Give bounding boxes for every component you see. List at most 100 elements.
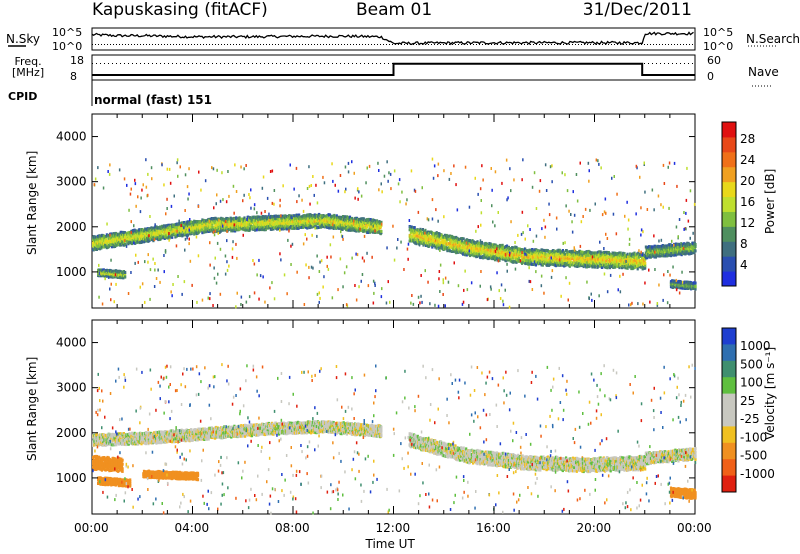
power-scatter-cell <box>531 262 534 266</box>
power-scatter-cell <box>429 235 433 239</box>
power-scatter-cell <box>514 245 517 249</box>
power-scatter-cell <box>139 240 142 244</box>
power-speckle-cell <box>385 301 388 305</box>
power-scatter-cell <box>92 238 95 242</box>
power-scatter-cell <box>377 223 380 227</box>
power-scatter-cell <box>160 226 163 230</box>
power-scatter-cell <box>428 234 431 238</box>
power-scatter-cell <box>517 256 521 260</box>
power-speckle-cell <box>380 295 383 299</box>
power-scatter-cell <box>637 259 640 263</box>
power-scatter-cell <box>298 225 301 229</box>
power-scatter-cell <box>551 262 554 266</box>
power-scatter-cell <box>436 232 439 235</box>
power-scatter-cell <box>563 251 566 255</box>
power-scatter-cell <box>102 268 105 272</box>
power-scatter-cell <box>350 216 353 220</box>
power-speckle-cell <box>264 300 266 304</box>
power-scatter-cell <box>600 257 603 261</box>
power-speckle-cell <box>399 200 401 204</box>
power-scatter-cell <box>243 222 246 226</box>
power-scatter-cell <box>107 234 110 237</box>
power-scatter-cell <box>500 248 504 252</box>
power-scatter-cell <box>633 251 636 255</box>
power-scatter-cell <box>142 231 145 235</box>
power-speckle-cell <box>535 270 537 274</box>
power-scatter-cell <box>289 223 292 227</box>
power-scatter-cell <box>604 261 607 265</box>
power-scatter-cells <box>92 157 697 309</box>
power-scatter-cell <box>484 247 487 251</box>
power-scatter-cell <box>565 252 568 256</box>
power-scatter-cell <box>421 228 424 231</box>
power-speckle-cell <box>528 266 530 270</box>
power-scatter-cell <box>380 220 383 224</box>
power-scatter-cell <box>348 228 351 232</box>
power-speckle-cell <box>398 178 401 182</box>
power-scatter-cell <box>152 226 156 230</box>
power-scatter-cell <box>134 229 137 233</box>
power-scatter-cell <box>157 229 160 233</box>
power-scatter-cell <box>457 237 460 241</box>
power-speckle-cell <box>594 202 596 206</box>
power-scatter-cell <box>623 252 626 256</box>
power-speckle-cell <box>689 236 691 240</box>
power-scatter-cell <box>452 249 455 253</box>
power-scatter-cell <box>694 245 697 249</box>
power-speckle-cell <box>654 268 656 271</box>
power-scatter-cell <box>673 253 676 257</box>
power-speckle-cell <box>405 202 407 206</box>
power-scatter-cell <box>203 230 206 234</box>
power-scatter-cell <box>150 232 153 236</box>
power-scatter-cell <box>434 245 437 249</box>
power-scatter-cell <box>565 262 568 266</box>
power-scatter-cell <box>416 231 419 235</box>
power-scatter-cell <box>286 227 289 231</box>
power-scatter-cell <box>287 215 290 219</box>
power-speckle-cell <box>603 247 605 250</box>
power-scatter-cell <box>595 264 598 268</box>
power-scatter-cell <box>294 216 297 220</box>
power-scatter-cell <box>526 259 529 263</box>
power-speckle-cell <box>225 200 228 204</box>
power-scatter-cell <box>484 249 487 253</box>
power-scatter-cell <box>111 242 114 246</box>
power-speckle-cell <box>573 246 575 250</box>
power-scatter-cell <box>556 257 559 261</box>
power-speckle-cell <box>619 274 621 278</box>
power-scatter-cell <box>120 237 124 240</box>
power-speckle-cell <box>528 279 530 283</box>
power-scatter-cell <box>215 230 218 234</box>
power-scatter-cell <box>247 226 250 230</box>
power-scatter-cell <box>432 231 435 235</box>
power-scatter-cell <box>566 259 569 262</box>
power-scatter-cell <box>590 258 593 262</box>
power-scatter-cell <box>367 217 370 221</box>
power-scatter-cell <box>316 226 319 230</box>
power-scatter-cell <box>240 217 243 221</box>
power-scatter-cell <box>162 225 165 229</box>
power-scatter-cell <box>690 243 693 247</box>
power-scatter-cell <box>500 252 503 255</box>
power-scatter-cell <box>355 225 358 229</box>
power-scatter-cell <box>602 258 605 262</box>
power-speckle-cell <box>159 280 161 284</box>
power-scatter-cell <box>281 222 284 226</box>
power-scatter-cell <box>326 214 330 218</box>
power-scatter-cell <box>124 231 127 235</box>
power-speckle-cell <box>374 281 376 285</box>
power-scatter-cell <box>369 230 372 234</box>
power-scatter-cell <box>614 261 617 265</box>
power-scatter-cell <box>583 254 586 258</box>
power-speckle-cell <box>570 213 572 216</box>
power-scatter-cell <box>145 239 148 243</box>
power-scatter-cell <box>443 233 446 237</box>
power-scatter-cell <box>637 251 640 255</box>
power-speckle-cell <box>219 247 222 251</box>
power-scatter-cell <box>542 248 545 252</box>
power-scatter-cell <box>295 224 298 228</box>
power-scatter-cell <box>129 241 132 245</box>
power-scatter-cell <box>488 242 491 245</box>
power-scatter-cell <box>431 241 434 245</box>
power-scatter-cell <box>340 215 343 219</box>
